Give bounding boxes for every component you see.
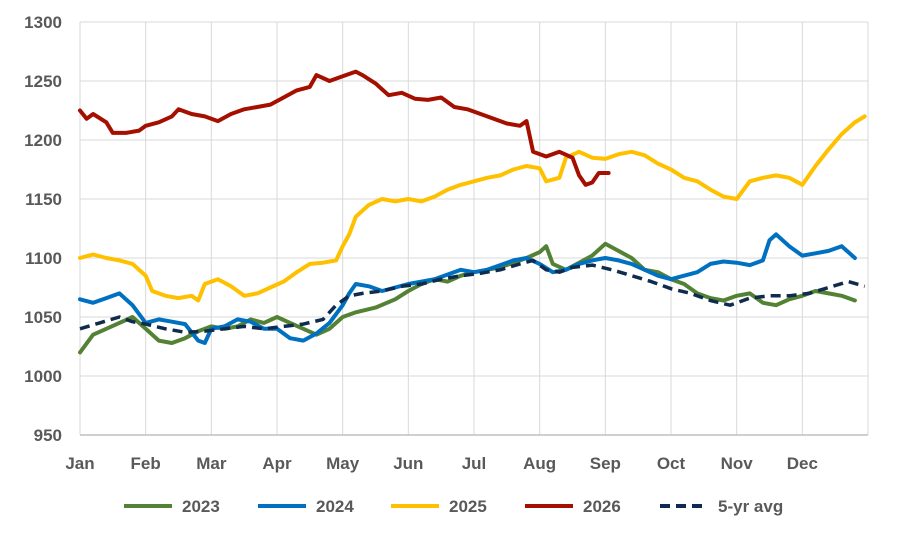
y-tick-label: 1200	[24, 131, 62, 150]
y-tick-label: 1250	[24, 72, 62, 91]
legend-label: 2023	[182, 497, 220, 516]
y-tick-label: 1000	[24, 367, 62, 386]
series-line-2025	[78, 114, 867, 303]
legend-label: 2024	[316, 497, 354, 516]
legend-label: 5-yr avg	[718, 497, 783, 516]
y-tick-label: 1300	[24, 13, 62, 32]
series-line-2024	[78, 232, 857, 345]
y-tick-label: 1150	[25, 190, 62, 209]
legend: 2023 2024 2025 2026 5-yr avg	[124, 497, 783, 516]
x-tick-label-mar: Mar	[196, 454, 227, 473]
x-tick-label-sep: Sep	[590, 454, 621, 473]
x-tick-label-dec: Dec	[787, 454, 818, 473]
legend-label: 2026	[583, 497, 621, 516]
x-tick-label-jul: Jul	[462, 454, 487, 473]
y-tick-label: 1050	[24, 308, 62, 327]
series-line-5-yr-avg	[79, 258, 866, 335]
x-tick-label-jan: Jan	[65, 454, 94, 473]
y-tick-label: 1100	[25, 249, 62, 268]
x-tick-label-apr: Apr	[262, 454, 292, 473]
series-line-2026	[78, 69, 611, 187]
x-tick-label-may: May	[326, 454, 360, 473]
x-tick-label-aug: Aug	[523, 454, 556, 473]
gridlines	[79, 21, 869, 436]
x-tick-label-oct: Oct	[657, 454, 686, 473]
x-tick-label-feb: Feb	[131, 454, 161, 473]
legend-label: 2025	[449, 497, 487, 516]
x-tick-label-nov: Nov	[721, 454, 754, 473]
x-axis-tick-labels: Jan Feb Mar Apr May Jun Jul Aug Sep Oct Nov Dec	[65, 454, 818, 473]
x-tick-label-jun: Jun	[393, 454, 423, 473]
y-tick-label: 950	[34, 426, 62, 445]
y-axis-tick-labels: 950 1000 1050 1100 1150 1200 1250 1300	[24, 13, 62, 445]
series-lines	[78, 69, 867, 355]
